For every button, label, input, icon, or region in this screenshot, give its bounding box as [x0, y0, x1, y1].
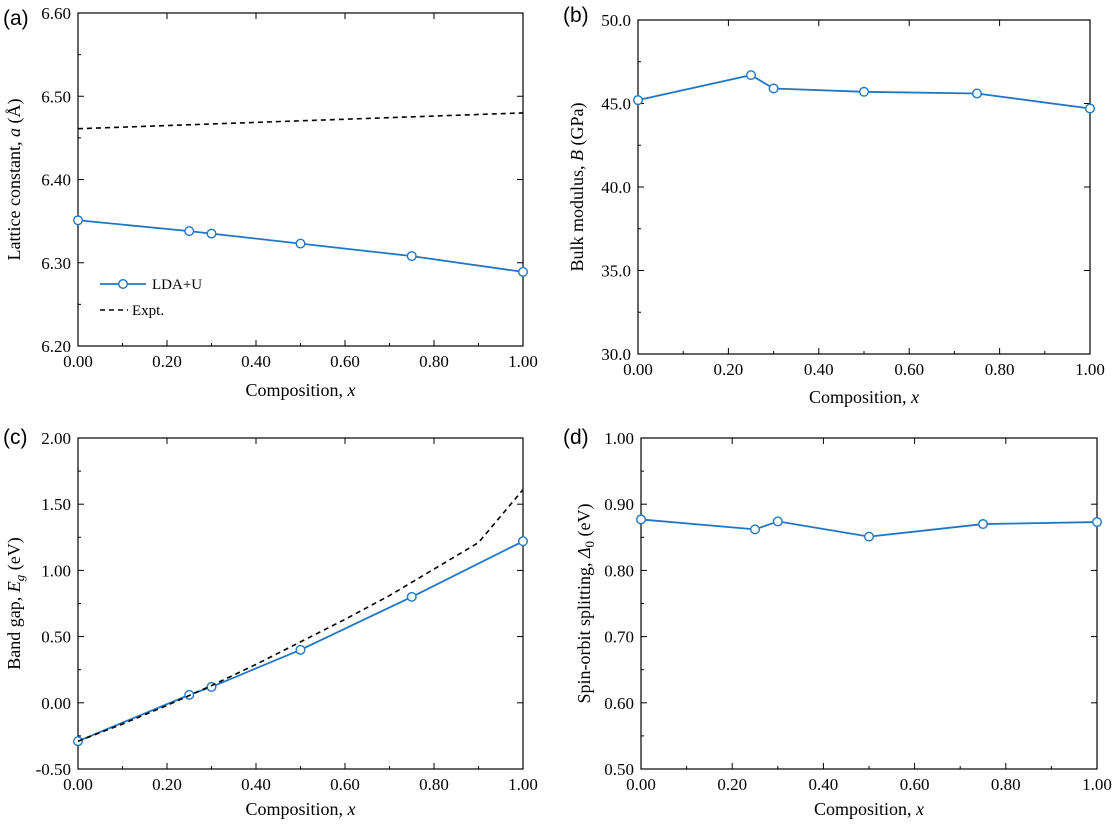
- panel-b: (b) 0.00 0.20 0.40 0.60 0.80 1.00 30.0 35.0 40.0 4…: [563, 4, 1105, 407]
- x-tick-label-b-4: 0.80: [985, 360, 1015, 379]
- x-tick-label-b-0: 0.00: [623, 360, 653, 379]
- data-point-d-2: [772, 516, 783, 527]
- series-line-d: [640, 518, 1098, 538]
- x-tick-label-d-5: 1.00: [1082, 775, 1112, 794]
- x-tick-label-a-1: 0.20: [152, 352, 182, 371]
- x-axis-title-d: Composition, x: [814, 799, 924, 819]
- x-tick-label-a-2: 0.40: [241, 352, 271, 371]
- y-tick-label-c-3: 1.00: [41, 561, 71, 580]
- data-point-a-5: [518, 266, 529, 277]
- y-axis-title-c: Band gap, Eg (eV): [4, 537, 27, 669]
- x-tick-label-d-4: 0.80: [991, 775, 1021, 794]
- data-point-d-1: [750, 524, 761, 535]
- plot-frame-d: [640, 437, 1098, 770]
- plot-frame-c: [77, 437, 524, 770]
- y-tick-label-a-3: 6.50: [41, 87, 71, 106]
- data-point-d-4: [978, 519, 989, 530]
- x-tick-label-a-3: 0.60: [330, 352, 360, 371]
- x-tick-label-c-4: 0.80: [419, 775, 449, 794]
- panel-label-b: (b): [563, 4, 589, 27]
- data-point-b-0: [633, 95, 644, 106]
- y-tick-label-d-0: 0.50: [604, 760, 634, 779]
- y-tick-label-a-2: 6.40: [41, 171, 71, 190]
- panel-d: (d) 0.00 0.20 0.40 0.60 0.80 1.00 0.50 0.60 0.70 0…: [563, 426, 1112, 819]
- data-point-b-4: [972, 88, 983, 99]
- data-point-a-3: [295, 238, 306, 249]
- x-tick-label-c-3: 0.60: [330, 775, 360, 794]
- y-axis-title-b: Bulk modulus, B (GPa): [567, 102, 588, 271]
- x-tick-label-b-1: 0.20: [714, 360, 744, 379]
- y-tick-label-d-1: 0.60: [604, 694, 634, 713]
- series-line-b: [637, 74, 1091, 110]
- panel-a: (a) 0.00 0.20 0.40 0.60 0.80 1.00 6.20 6.30 6.40 6…: [3, 4, 538, 400]
- data-point-a-0: [72, 215, 83, 226]
- panel-c: (c)0.00 0.20 0.40 0.60 0.80 1.00-0.500.000.50…: [3, 426, 538, 819]
- x-tick-label-d-2: 0.40: [809, 775, 839, 794]
- y-tick-label-b-3: 45.0: [601, 95, 631, 114]
- y-tick-label-a-4: 6.60: [41, 4, 71, 23]
- data-point-c-5: [518, 536, 529, 547]
- data-point-a-4: [406, 251, 417, 262]
- x-tick-label-a-0: 0.00: [63, 352, 93, 371]
- legend-label-lda: LDA+U: [152, 277, 202, 293]
- x-axis-title-b: Composition, x: [809, 387, 919, 407]
- y-tick-label-c-1: 0.00: [41, 694, 71, 713]
- y-tick-label-c-4: 1.50: [41, 495, 71, 514]
- y-tick-label-b-4: 50.0: [601, 11, 631, 30]
- x-tick-label-d-1: 0.20: [717, 775, 747, 794]
- y-tick-label-a-0: 6.20: [41, 337, 71, 356]
- y-tick-label-c-5: 2.00: [41, 429, 71, 448]
- y-tick-label-a-1: 6.30: [41, 254, 71, 273]
- legend-marker-lda: [117, 279, 128, 290]
- x-tick-label-b-5: 1.00: [1075, 360, 1105, 379]
- series-line-c: [77, 540, 524, 743]
- data-point-c-3: [295, 644, 306, 655]
- y-tick-label-b-2: 40.0: [601, 178, 631, 197]
- x-tick-label-c-1: 0.20: [152, 775, 182, 794]
- x-tick-label-c-2: 0.40: [241, 775, 271, 794]
- x-tick-label-b-2: 0.40: [804, 360, 834, 379]
- data-point-d-0: [636, 514, 647, 525]
- x-tick-label-a-5: 1.00: [508, 352, 538, 371]
- x-tick-label-c-0: 0.00: [63, 775, 93, 794]
- series-expt-line-c: [77, 489, 524, 742]
- y-tick-label-c-0: -0.50: [36, 760, 71, 779]
- y-tick-label-d-4: 0.90: [604, 495, 634, 514]
- panel-label-d: (d): [563, 426, 589, 449]
- y-tick-label-b-0: 30.0: [601, 345, 631, 364]
- data-point-d-3: [864, 531, 875, 542]
- y-tick-label-d-2: 0.70: [604, 628, 634, 647]
- panel-label-a: (a): [3, 7, 29, 30]
- data-point-a-1: [184, 226, 195, 237]
- x-tick-label-a-4: 0.80: [419, 352, 449, 371]
- legend-label-expt: Expt.: [132, 303, 164, 319]
- data-point-b-2: [768, 83, 779, 94]
- panel-label-c: (c): [3, 426, 28, 449]
- data-point-a-2: [206, 228, 217, 239]
- plot-frame-b: [637, 19, 1091, 355]
- y-tick-label-c-2: 0.50: [41, 628, 71, 647]
- x-axis-title-a: Composition, x: [245, 380, 355, 400]
- x-tick-label-d-3: 0.60: [900, 775, 930, 794]
- plot-frame-a: [77, 12, 524, 347]
- data-point-b-5: [1084, 103, 1095, 114]
- data-point-b-3: [859, 86, 870, 97]
- data-point-d-5: [1091, 517, 1102, 528]
- x-tick-label-b-3: 0.60: [894, 360, 924, 379]
- y-tick-label-b-1: 35.0: [601, 262, 631, 281]
- y-axis-title-a: Lattice constant, a (Å): [4, 99, 25, 261]
- x-axis-title-c: Composition, x: [245, 799, 355, 819]
- y-axis-title-d: Spin-orbit splitting, Δ0 (eV): [574, 503, 597, 703]
- y-tick-label-d-3: 0.80: [604, 561, 634, 580]
- x-tick-label-d-0: 0.00: [626, 775, 656, 794]
- legend-a: LDA+U Expt.: [100, 277, 202, 319]
- series-line-a: [77, 219, 524, 273]
- data-point-c-4: [406, 591, 417, 602]
- y-tick-label-d-5: 1.00: [604, 429, 634, 448]
- data-point-b-1: [746, 70, 757, 81]
- series-expt-line-a: [77, 112, 524, 130]
- x-tick-label-c-5: 1.00: [508, 775, 538, 794]
